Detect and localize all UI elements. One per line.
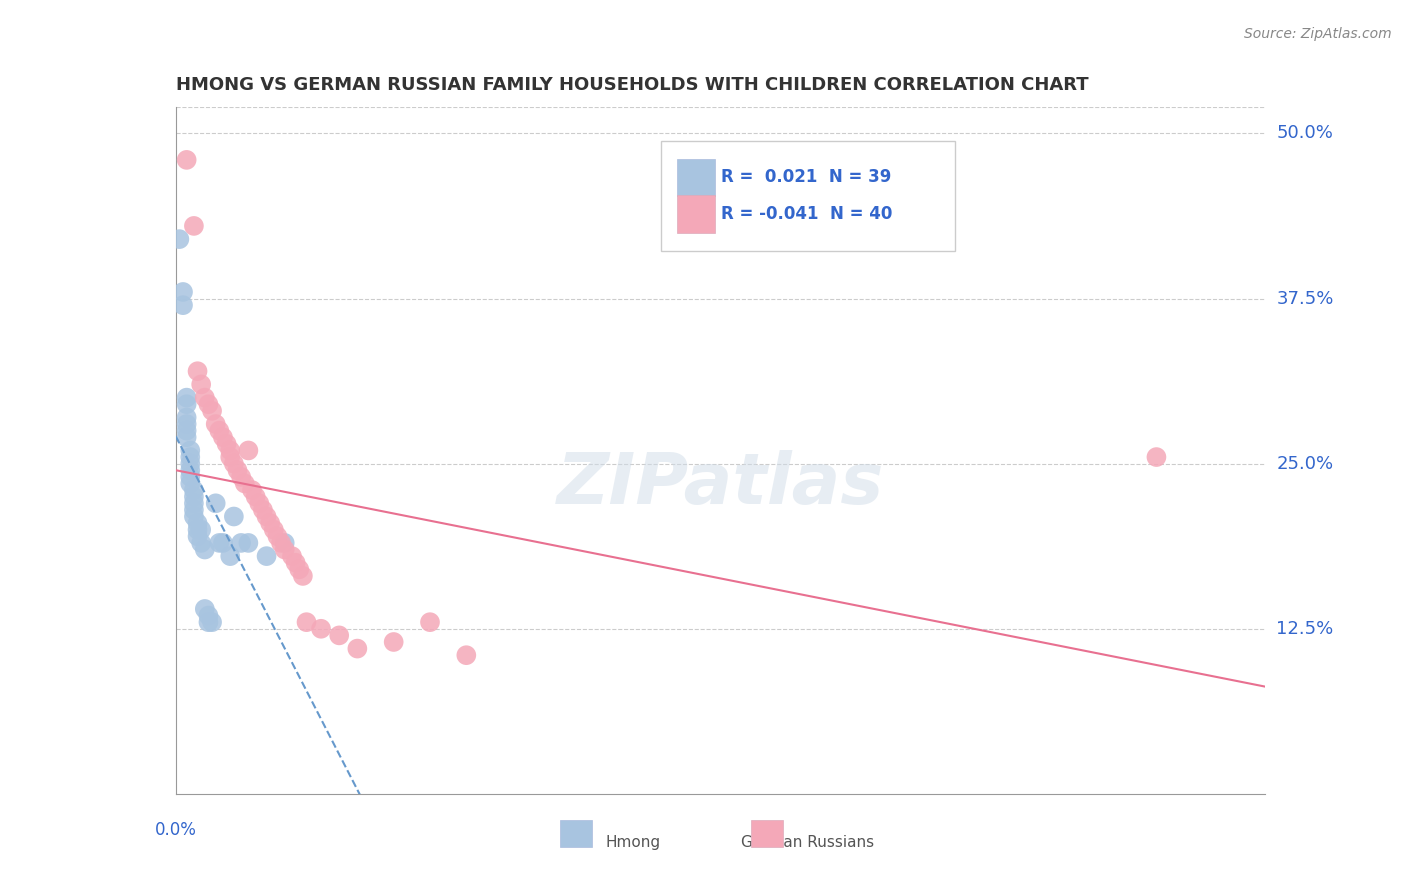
- Text: R =  0.021  N = 39: R = 0.021 N = 39: [721, 168, 891, 186]
- Text: 0.0%: 0.0%: [155, 822, 197, 839]
- FancyBboxPatch shape: [751, 820, 783, 847]
- Point: [186, 516, 209, 530]
- Point: [382, 635, 405, 649]
- Text: 37.5%: 37.5%: [1277, 290, 1334, 308]
- Point: [208, 424, 231, 438]
- Point: [197, 397, 219, 411]
- Point: [231, 536, 253, 550]
- Point: [456, 648, 478, 663]
- Point: [219, 443, 242, 458]
- Point: [240, 483, 263, 497]
- Point: [194, 391, 217, 405]
- Point: [183, 219, 205, 233]
- Text: 50.0%: 50.0%: [1277, 125, 1333, 143]
- Point: [190, 377, 212, 392]
- Point: [288, 562, 311, 576]
- Point: [231, 470, 253, 484]
- Point: [179, 443, 201, 458]
- Point: [419, 615, 441, 630]
- Point: [274, 536, 297, 550]
- Point: [169, 232, 191, 246]
- Point: [281, 549, 304, 563]
- Point: [172, 285, 194, 299]
- Point: [245, 490, 267, 504]
- Text: Hmong: Hmong: [606, 835, 661, 850]
- Point: [179, 450, 201, 464]
- FancyBboxPatch shape: [661, 141, 955, 252]
- Point: [222, 457, 245, 471]
- Point: [1146, 450, 1168, 464]
- Point: [186, 364, 209, 378]
- Point: [197, 615, 219, 630]
- Point: [176, 397, 198, 411]
- Point: [179, 476, 201, 491]
- Point: [295, 615, 318, 630]
- Point: [266, 529, 288, 543]
- Point: [291, 569, 314, 583]
- Point: [328, 628, 350, 642]
- Point: [204, 496, 226, 510]
- Point: [263, 523, 285, 537]
- Point: [186, 523, 209, 537]
- Point: [219, 450, 242, 464]
- Point: [284, 556, 307, 570]
- Point: [212, 536, 235, 550]
- Point: [194, 542, 217, 557]
- Point: [201, 615, 224, 630]
- Point: [212, 430, 235, 444]
- Point: [270, 536, 292, 550]
- Point: [256, 509, 278, 524]
- Point: [252, 503, 274, 517]
- Point: [183, 490, 205, 504]
- Point: [176, 430, 198, 444]
- Point: [215, 437, 238, 451]
- Point: [238, 443, 260, 458]
- Point: [309, 622, 332, 636]
- Point: [346, 641, 368, 656]
- Point: [222, 509, 245, 524]
- Text: 25.0%: 25.0%: [1277, 455, 1333, 473]
- Point: [186, 529, 209, 543]
- Text: German Russians: German Russians: [741, 835, 875, 850]
- Point: [176, 391, 198, 405]
- Point: [201, 404, 224, 418]
- FancyBboxPatch shape: [561, 820, 592, 847]
- Point: [259, 516, 281, 530]
- Point: [190, 523, 212, 537]
- Point: [204, 417, 226, 431]
- Point: [179, 457, 201, 471]
- Point: [176, 424, 198, 438]
- Point: [194, 602, 217, 616]
- Point: [183, 503, 205, 517]
- Point: [176, 417, 198, 431]
- Point: [208, 536, 231, 550]
- Point: [274, 542, 297, 557]
- FancyBboxPatch shape: [678, 159, 716, 196]
- Point: [179, 463, 201, 477]
- Point: [238, 536, 260, 550]
- Text: R = -0.041  N = 40: R = -0.041 N = 40: [721, 204, 891, 222]
- Point: [183, 496, 205, 510]
- Point: [176, 410, 198, 425]
- FancyBboxPatch shape: [678, 195, 716, 233]
- Point: [176, 153, 198, 167]
- Text: HMONG VS GERMAN RUSSIAN FAMILY HOUSEHOLDS WITH CHILDREN CORRELATION CHART: HMONG VS GERMAN RUSSIAN FAMILY HOUSEHOLD…: [176, 77, 1088, 95]
- Point: [256, 549, 278, 563]
- Text: 12.5%: 12.5%: [1277, 620, 1333, 638]
- Point: [183, 483, 205, 497]
- Point: [226, 463, 249, 477]
- Text: Source: ZipAtlas.com: Source: ZipAtlas.com: [1244, 27, 1392, 41]
- Point: [179, 470, 201, 484]
- Point: [172, 298, 194, 312]
- Text: ZIPatlas: ZIPatlas: [557, 450, 884, 519]
- Point: [219, 549, 242, 563]
- Point: [233, 476, 256, 491]
- Point: [183, 509, 205, 524]
- Point: [190, 536, 212, 550]
- Point: [247, 496, 270, 510]
- Point: [197, 608, 219, 623]
